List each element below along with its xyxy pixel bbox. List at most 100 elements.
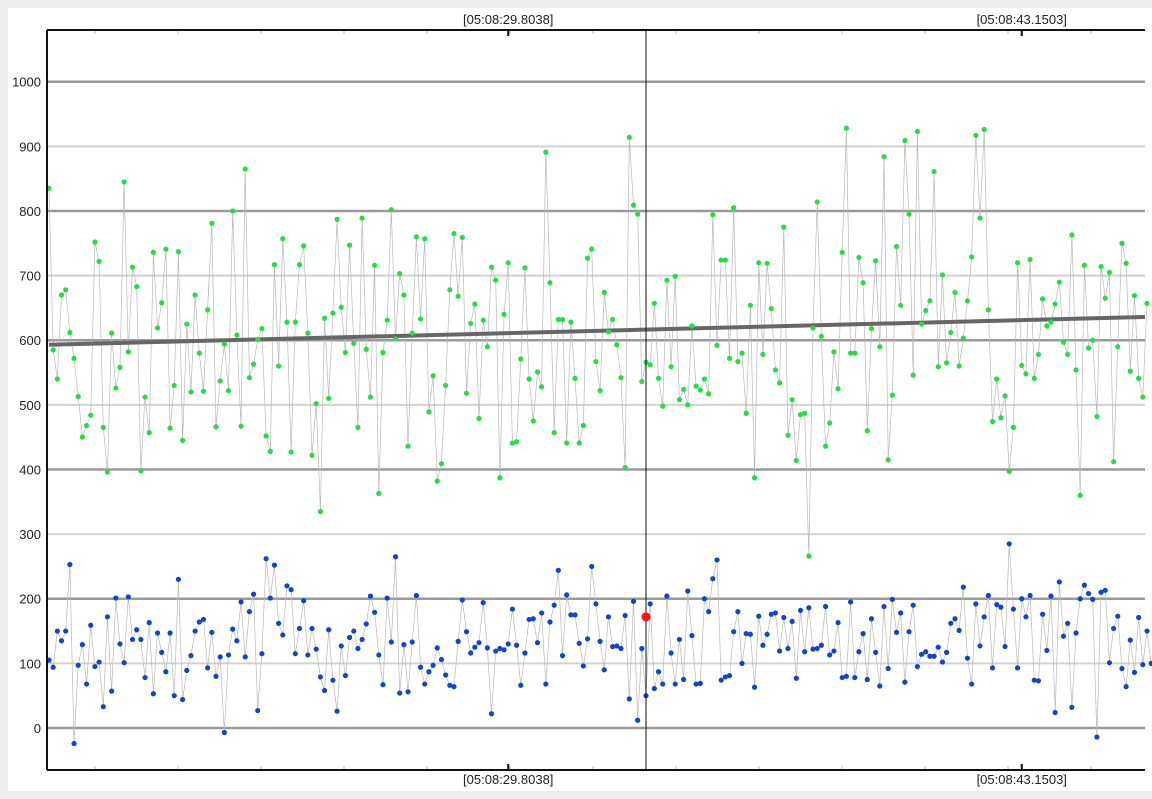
series-1-point[interactable] [1098, 589, 1104, 595]
series-1-point[interactable] [977, 643, 983, 649]
series-1-point[interactable] [860, 631, 866, 637]
series-1-point[interactable] [321, 687, 328, 694]
series-0-point[interactable] [839, 249, 845, 255]
series-1-point[interactable] [668, 650, 674, 656]
series-1-point[interactable] [346, 634, 353, 641]
series-1-point[interactable] [522, 650, 528, 656]
series-0-point[interactable] [914, 128, 920, 135]
series-0-point[interactable] [376, 490, 382, 496]
series-0-point[interactable] [664, 277, 670, 283]
series-1-point[interactable] [443, 672, 449, 678]
series-1-point[interactable] [806, 605, 812, 611]
series-0-point[interactable] [380, 349, 386, 356]
series-1-point[interactable] [639, 645, 645, 652]
series-0-point[interactable] [209, 220, 215, 226]
series-0-point[interactable] [751, 475, 758, 481]
series-1-point[interactable] [380, 682, 386, 688]
series-0-point[interactable] [71, 355, 77, 361]
series-0-point[interactable] [981, 126, 987, 133]
series-1-point[interactable] [330, 677, 336, 683]
series-1-point[interactable] [610, 643, 616, 650]
series-0-point[interactable] [731, 205, 737, 211]
series-0-point[interactable] [422, 236, 428, 242]
series-1-point[interactable] [885, 665, 891, 672]
series-0-point[interactable] [881, 154, 887, 160]
series-1-point[interactable] [818, 642, 824, 648]
series-0-point[interactable] [864, 428, 870, 434]
series-1-point[interactable] [392, 554, 399, 560]
series-0-point[interactable] [580, 422, 586, 429]
series-0-point[interactable] [551, 430, 557, 436]
series-0-point[interactable] [534, 369, 541, 375]
series-0-point[interactable] [831, 349, 837, 355]
series-0-point[interactable] [367, 394, 374, 400]
series-1-point[interactable] [676, 636, 683, 643]
series-0-point[interactable] [217, 378, 223, 384]
series-0-point[interactable] [877, 344, 883, 350]
series-1-point[interactable] [1073, 630, 1079, 636]
series-1-point[interactable] [434, 645, 440, 651]
series-0-point[interactable] [722, 257, 728, 263]
series-1-point[interactable] [1090, 596, 1096, 602]
series-0-point[interactable] [873, 258, 879, 264]
series-0-point[interactable] [827, 420, 833, 426]
series-0-point[interactable] [680, 386, 687, 392]
series-0-point[interactable] [818, 333, 824, 339]
series-1-point[interactable] [710, 576, 716, 582]
series-0-point[interactable] [129, 264, 136, 270]
series-1-point[interactable] [839, 674, 845, 681]
series-1-point[interactable] [142, 674, 148, 681]
series-1-point[interactable] [660, 681, 666, 687]
series-1-point[interactable] [835, 620, 841, 626]
series-1-point[interactable] [914, 663, 920, 670]
series-0-point[interactable] [338, 304, 344, 310]
series-1-point[interactable] [413, 592, 419, 599]
series-0-point[interactable] [651, 300, 657, 306]
series-0-point[interactable] [455, 293, 461, 299]
series-0-point[interactable] [543, 149, 549, 155]
series-1-point[interactable] [739, 660, 745, 666]
series-0-point[interactable] [154, 325, 161, 331]
series-0-point[interactable] [342, 349, 349, 356]
series-0-point[interactable] [1123, 260, 1129, 266]
series-1-point[interactable] [1081, 582, 1087, 588]
series-0-point[interactable] [969, 254, 975, 260]
series-0-point[interactable] [697, 387, 703, 393]
series-0-point[interactable] [405, 443, 411, 449]
series-1-point[interactable] [601, 667, 607, 673]
series-1-point[interactable] [150, 691, 156, 697]
series-0-point[interactable] [906, 211, 912, 217]
series-1-point[interactable] [726, 673, 733, 679]
series-1-point[interactable] [417, 664, 424, 670]
series-1-point[interactable] [1144, 628, 1150, 634]
series-1-point[interactable] [276, 620, 282, 626]
series-0-point[interactable] [902, 137, 908, 144]
series-0-point[interactable] [413, 234, 419, 240]
series-1-point[interactable] [1006, 541, 1012, 547]
series-0-point[interactable] [1111, 459, 1117, 465]
series-1-point[interactable] [622, 612, 628, 619]
series-0-point[interactable] [505, 260, 511, 266]
series-0-point[interactable] [726, 355, 733, 361]
series-1-point[interactable] [192, 628, 198, 634]
series-1-point[interactable] [468, 650, 474, 656]
series-0-point[interactable] [605, 329, 612, 335]
series-0-point[interactable] [539, 384, 545, 390]
series-1-point[interactable] [405, 689, 411, 695]
series-0-point[interactable] [685, 402, 691, 408]
series-0-point[interactable] [259, 325, 265, 332]
series-0-point[interactable] [363, 346, 369, 352]
series-1-point[interactable] [296, 625, 303, 632]
series-0-point[interactable] [1081, 262, 1087, 268]
series-0-point[interactable] [167, 425, 173, 431]
series-1-point[interactable] [555, 567, 561, 573]
series-0-point[interactable] [92, 239, 98, 245]
series-0-point[interactable] [58, 292, 65, 298]
series-1-point[interactable] [764, 631, 770, 637]
series-0-point[interactable] [1056, 279, 1062, 285]
series-1-point[interactable] [672, 681, 678, 687]
series-1-point[interactable] [856, 649, 862, 655]
series-0-point[interactable] [326, 395, 332, 401]
series-1-point[interactable] [209, 629, 215, 635]
series-0-point[interactable] [593, 358, 599, 365]
